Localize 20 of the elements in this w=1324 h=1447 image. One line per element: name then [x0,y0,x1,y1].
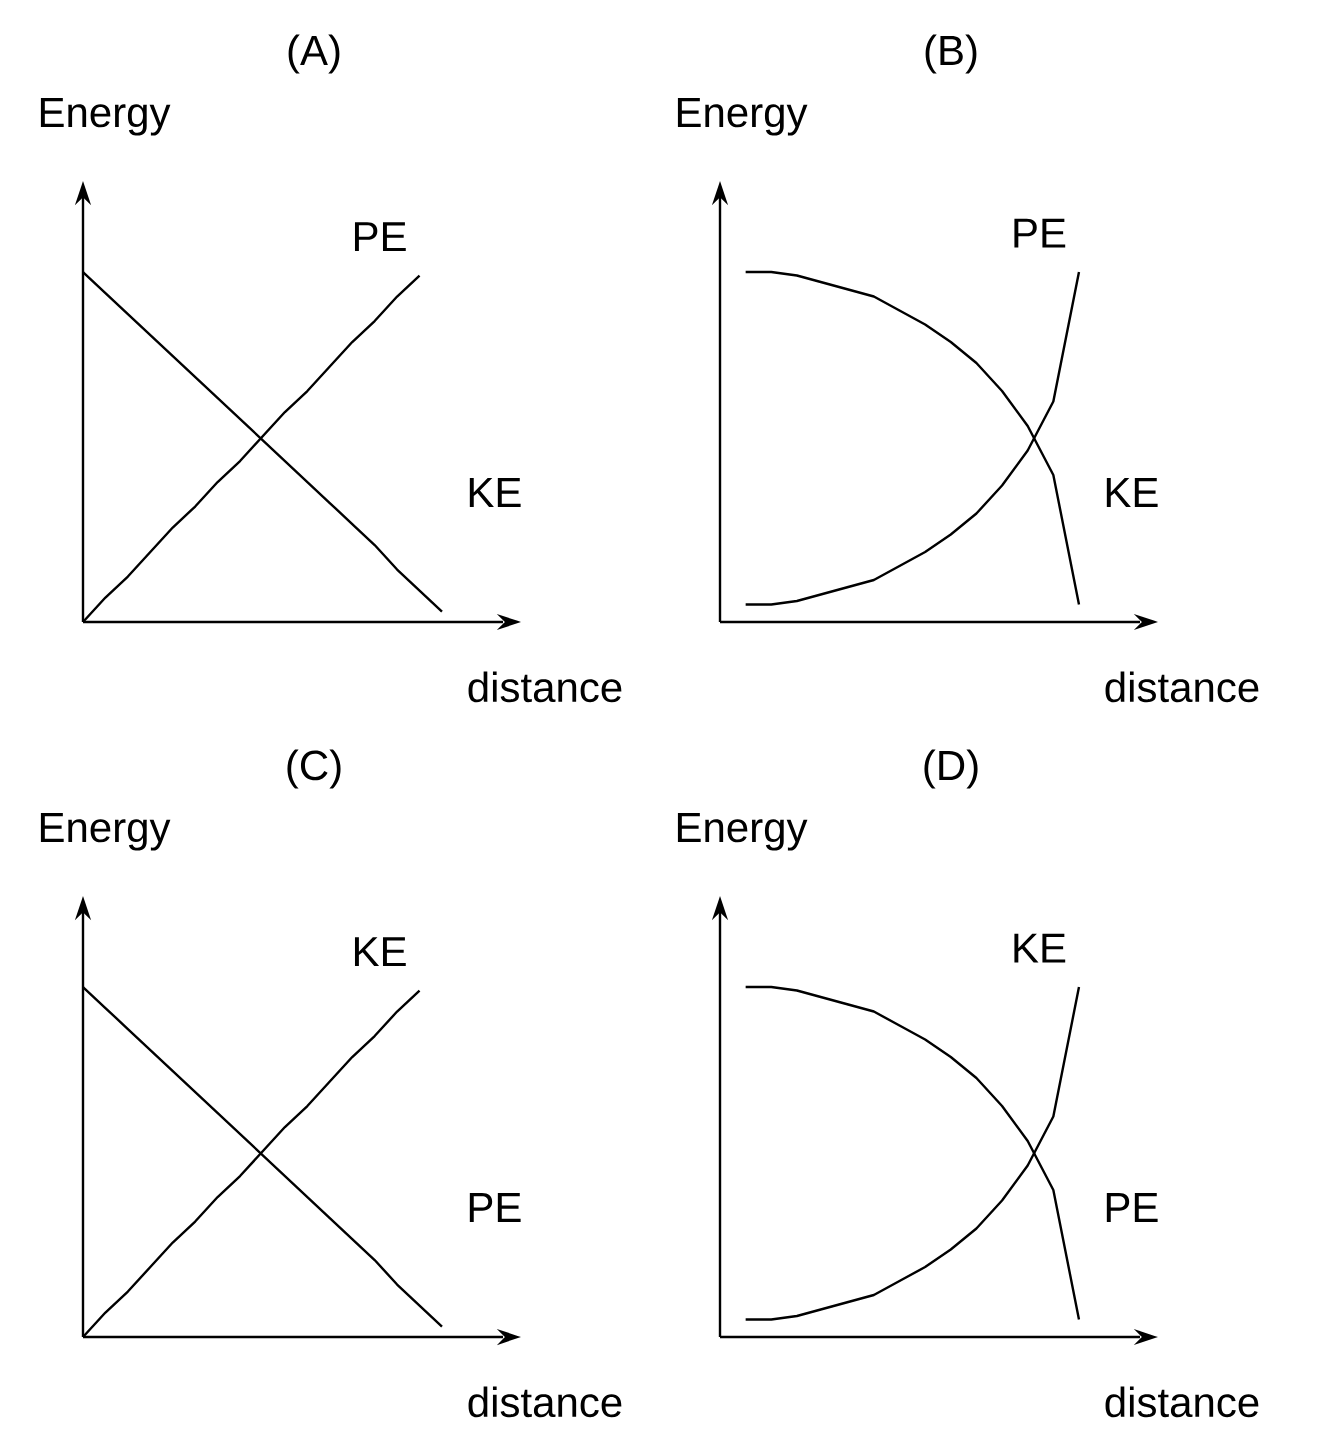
text: KE [469,478,521,507]
y-axis-title: Energy [677,98,808,136]
chart-title: (B) [925,34,977,74]
chart-title: (D) [924,749,978,789]
text: PE [469,1193,521,1222]
x-axis-title: distance [468,671,622,703]
series-label: KE [1014,933,1066,963]
series-label: KE [1106,478,1158,507]
chart-title: (A) [288,34,340,74]
series-label: PE [1106,1193,1158,1222]
series-label: KE [354,937,406,967]
x-axis-title: distance [1105,1386,1259,1418]
chart-title: (C) [287,749,341,789]
y-axis-title: Energy [40,813,171,851]
y-axis-title: Energy [677,813,808,851]
y-axis-title: Energy [40,98,171,136]
x-axis-title: distance [1105,671,1259,703]
series-label: PE [1014,218,1066,248]
x-axis-title: distance [468,1386,622,1418]
series-label: PE [354,222,406,252]
